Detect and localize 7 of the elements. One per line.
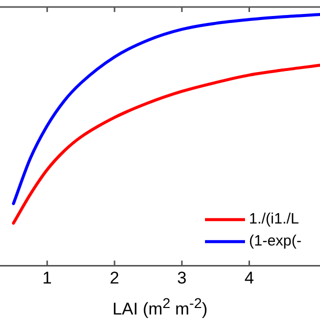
- x-tick-label: 1: [42, 268, 52, 288]
- x-tick-label: 4: [244, 268, 254, 288]
- x-tick-label: 3: [177, 268, 187, 288]
- x-axis-title: LAI (m$^{2}$ m$^{-2}$): [111, 295, 209, 320]
- legend-label: (1-exp(-: [249, 232, 302, 250]
- legend-label: 1./(i1./L: [249, 210, 300, 228]
- x-tick-label: 2: [110, 268, 120, 288]
